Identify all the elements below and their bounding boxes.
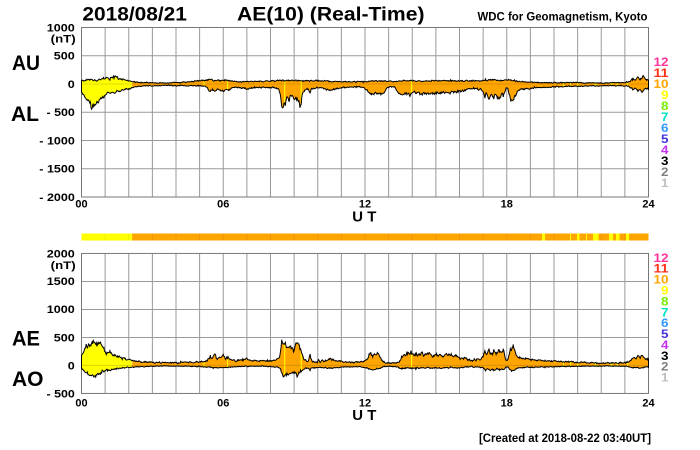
svg-text:U T: U T bbox=[352, 407, 376, 424]
svg-text:10: 10 bbox=[654, 77, 669, 91]
svg-text:24: 24 bbox=[642, 199, 655, 211]
svg-text:7: 7 bbox=[661, 305, 669, 319]
svg-text:24: 24 bbox=[642, 397, 655, 409]
svg-text:1500: 1500 bbox=[47, 276, 75, 288]
svg-text:2: 2 bbox=[661, 165, 669, 179]
svg-text:- 1500: - 1500 bbox=[39, 164, 75, 176]
svg-text:2: 2 bbox=[661, 360, 669, 374]
svg-text:(nT): (nT) bbox=[51, 34, 76, 46]
svg-text:6: 6 bbox=[661, 121, 669, 135]
svg-text:AO: AO bbox=[12, 368, 44, 391]
svg-text:AL: AL bbox=[11, 103, 39, 126]
svg-text:6: 6 bbox=[661, 316, 669, 330]
svg-text:8: 8 bbox=[661, 294, 669, 308]
svg-text:11: 11 bbox=[654, 66, 669, 80]
svg-text:12: 12 bbox=[654, 55, 669, 69]
svg-text:18: 18 bbox=[501, 397, 513, 409]
svg-text:4: 4 bbox=[661, 143, 669, 157]
svg-text:- 500: - 500 bbox=[47, 107, 75, 119]
svg-text:[Created at 2018-08-22 03:40UT: [Created at 2018-08-22 03:40UT] bbox=[479, 431, 651, 445]
svg-text:12: 12 bbox=[359, 397, 371, 409]
svg-text:AU: AU bbox=[12, 52, 40, 75]
svg-text:0: 0 bbox=[68, 360, 75, 372]
svg-text:- 2000: - 2000 bbox=[39, 192, 75, 204]
svg-text:1000: 1000 bbox=[47, 22, 75, 34]
svg-text:- 500: - 500 bbox=[47, 388, 75, 400]
svg-text:7: 7 bbox=[661, 110, 669, 124]
svg-text:- 1000: - 1000 bbox=[39, 135, 75, 147]
svg-text:U T: U T bbox=[352, 209, 376, 226]
svg-text:WDC for Geomagnetism, Kyoto: WDC for Geomagnetism, Kyoto bbox=[478, 12, 648, 24]
svg-text:AE(10) (Real-Time): AE(10) (Real-Time) bbox=[237, 4, 425, 25]
svg-text:5: 5 bbox=[661, 132, 669, 146]
svg-text:3: 3 bbox=[661, 349, 669, 363]
svg-text:11: 11 bbox=[654, 262, 669, 276]
svg-text:00: 00 bbox=[75, 397, 87, 409]
svg-text:06: 06 bbox=[217, 199, 229, 211]
svg-text:0: 0 bbox=[68, 79, 75, 91]
svg-text:500: 500 bbox=[54, 51, 75, 63]
svg-text:06: 06 bbox=[217, 397, 229, 409]
svg-text:1: 1 bbox=[661, 371, 669, 385]
svg-text:500: 500 bbox=[54, 332, 75, 344]
svg-text:AE: AE bbox=[12, 328, 40, 351]
svg-text:5: 5 bbox=[661, 327, 669, 341]
svg-text:12: 12 bbox=[654, 251, 669, 265]
svg-text:18: 18 bbox=[501, 199, 513, 211]
svg-text:1000: 1000 bbox=[47, 304, 75, 316]
svg-text:12: 12 bbox=[359, 199, 371, 211]
svg-text:1: 1 bbox=[661, 176, 669, 190]
svg-text:9: 9 bbox=[661, 283, 669, 297]
svg-text:8: 8 bbox=[661, 99, 669, 113]
svg-text:9: 9 bbox=[661, 88, 669, 102]
svg-text:4: 4 bbox=[661, 338, 669, 352]
svg-text:(nT): (nT) bbox=[51, 260, 76, 272]
svg-text:2018/08/21: 2018/08/21 bbox=[82, 4, 187, 25]
svg-text:10: 10 bbox=[654, 273, 669, 287]
svg-text:00: 00 bbox=[75, 199, 87, 211]
svg-text:3: 3 bbox=[661, 154, 669, 168]
svg-text:2000: 2000 bbox=[47, 249, 75, 261]
